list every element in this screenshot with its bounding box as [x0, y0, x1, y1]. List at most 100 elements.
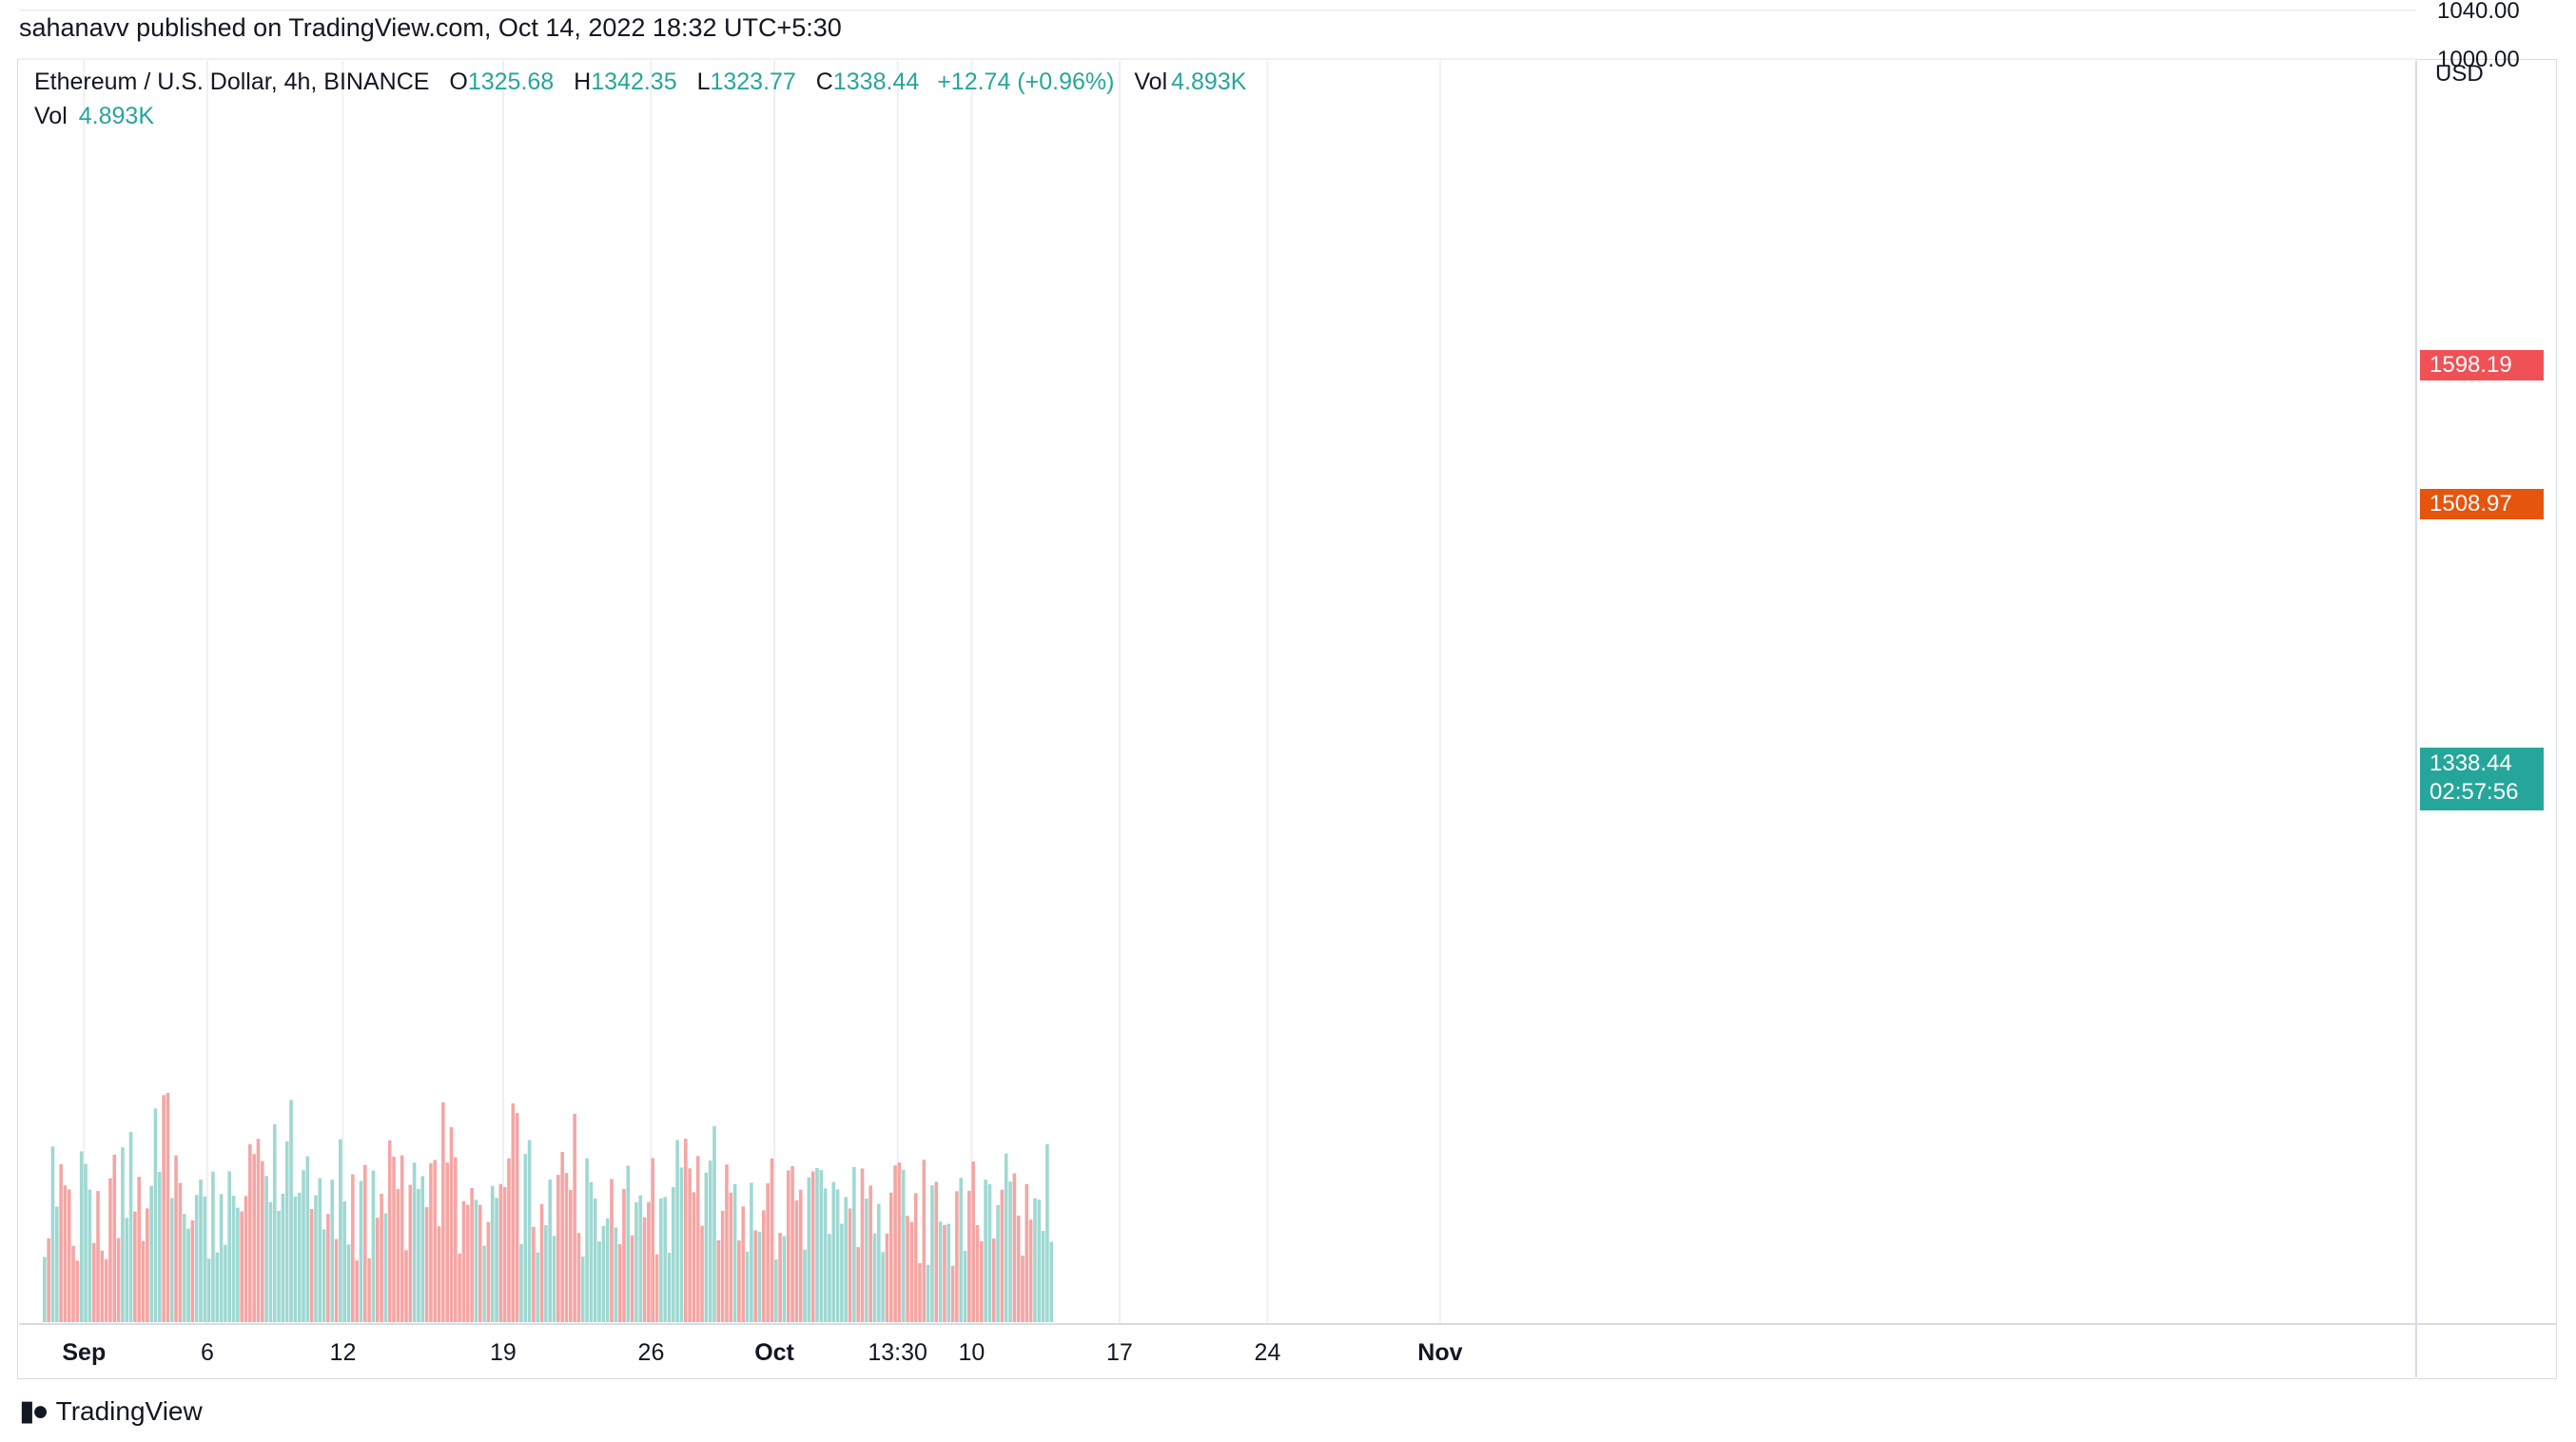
volume-bar — [387, 1140, 392, 1322]
volume-bar — [601, 1225, 606, 1322]
legend-open-value: 1325.68 — [467, 68, 555, 95]
volume-bar — [852, 1166, 856, 1322]
volume-bar — [342, 1201, 346, 1322]
volume-bar — [803, 1249, 807, 1322]
volume-bar — [651, 1158, 654, 1322]
volume-bar — [284, 1140, 289, 1322]
volume-bar — [782, 1236, 787, 1322]
volume-bar — [897, 1162, 902, 1322]
volume-bar — [458, 1253, 461, 1322]
volume-bar — [560, 1152, 564, 1322]
volume-bar — [876, 1203, 881, 1322]
volume-bar — [922, 1159, 927, 1322]
volume-bar — [169, 1198, 174, 1322]
volume-bar — [454, 1157, 458, 1322]
volume-bar — [815, 1168, 819, 1322]
legend-high-label: H — [574, 68, 592, 95]
tradingview-logo-icon: ▮● — [19, 1395, 49, 1427]
volume-bar — [926, 1264, 930, 1322]
volume-bar — [63, 1185, 68, 1322]
volume-bar — [835, 1189, 840, 1322]
volume-bar — [380, 1194, 383, 1322]
volume-bar — [178, 1182, 183, 1322]
time-tick-label: 10 — [959, 1339, 986, 1366]
volume-bar — [75, 1260, 80, 1322]
volume-bar — [91, 1242, 96, 1322]
volume-bar — [991, 1238, 996, 1322]
volume-bar — [893, 1165, 897, 1322]
volume-bar — [417, 1188, 420, 1322]
volume-bar — [104, 1258, 108, 1322]
volume-bar — [519, 1243, 523, 1322]
volume-bar — [638, 1195, 643, 1322]
volume-bar — [133, 1211, 137, 1322]
volume-bar — [182, 1214, 186, 1322]
volume-bar — [71, 1245, 75, 1322]
volume-bar — [675, 1140, 679, 1322]
volume-bar — [757, 1231, 762, 1322]
volume-bar — [593, 1198, 597, 1322]
volume-bar — [1012, 1173, 1017, 1322]
volume-bar — [375, 1218, 380, 1322]
volume-bar — [141, 1240, 146, 1322]
volume-bar — [987, 1183, 992, 1322]
volume-bar — [712, 1125, 716, 1322]
volume-bar — [199, 1179, 203, 1322]
volume-bar — [773, 1259, 778, 1322]
volume-bar — [725, 1164, 729, 1322]
volume-bar — [568, 1190, 573, 1322]
volume-bar — [186, 1228, 190, 1322]
volume-bar — [688, 1168, 692, 1322]
orange-level-badge: 1508.97 — [2420, 489, 2544, 519]
volume-bar — [647, 1201, 651, 1322]
volume-bar — [277, 1210, 281, 1322]
volume-bar — [339, 1139, 342, 1322]
volume-bar — [950, 1265, 955, 1322]
volume-bar — [96, 1191, 100, 1322]
time-tick-label: Nov — [1417, 1339, 1462, 1366]
volume-bar — [355, 1260, 359, 1322]
volume-bar — [750, 1182, 753, 1322]
volume-bar — [490, 1185, 495, 1322]
volume-bar — [737, 1240, 741, 1322]
volume-bar — [909, 1221, 914, 1322]
ohlc-legend: Ethereum / U.S. Dollar, 4h, BINANCE O132… — [34, 68, 1246, 96]
volume-bar — [630, 1235, 634, 1322]
volume-bar — [429, 1162, 433, 1322]
volume-bar — [224, 1244, 227, 1322]
volume-bar — [203, 1196, 207, 1322]
time-tick-label: 24 — [1255, 1339, 1281, 1366]
volume-bar — [955, 1191, 959, 1322]
last-price-badge: 1338.44 02:57:56 — [2420, 748, 2544, 810]
volume-bar — [449, 1126, 454, 1322]
volume-bar — [810, 1171, 815, 1322]
volume-bar — [470, 1188, 474, 1322]
volume-bar — [544, 1225, 548, 1322]
volume-bar — [515, 1113, 519, 1322]
volume-bar — [918, 1262, 922, 1322]
volume-bar — [585, 1158, 589, 1322]
volume-bar — [260, 1160, 264, 1322]
volume-bar — [576, 1233, 581, 1322]
legend-vol-value: 4.893K — [1171, 68, 1247, 95]
brand-footer[interactable]: ▮● TradingView — [19, 1394, 203, 1428]
volume-bar — [536, 1252, 540, 1322]
volume-bar — [539, 1203, 544, 1322]
volume-bar — [708, 1160, 712, 1322]
volume-bar — [683, 1139, 688, 1322]
volume-bar — [786, 1170, 790, 1322]
volume-bar — [206, 1258, 211, 1322]
volume-bar — [346, 1244, 351, 1322]
volume-bar — [404, 1250, 408, 1322]
volume-bar — [901, 1169, 906, 1322]
volume-bar — [441, 1101, 445, 1322]
last-price-value: 1338.44 — [2430, 750, 2512, 776]
volume-bar — [507, 1158, 511, 1322]
volume-bar — [626, 1165, 631, 1322]
volume-bar — [1028, 1219, 1033, 1322]
legend-high-value: 1342.35 — [591, 68, 677, 95]
volume-bar — [1016, 1215, 1021, 1322]
volume-bar — [881, 1252, 885, 1322]
volume-bar — [642, 1217, 647, 1322]
